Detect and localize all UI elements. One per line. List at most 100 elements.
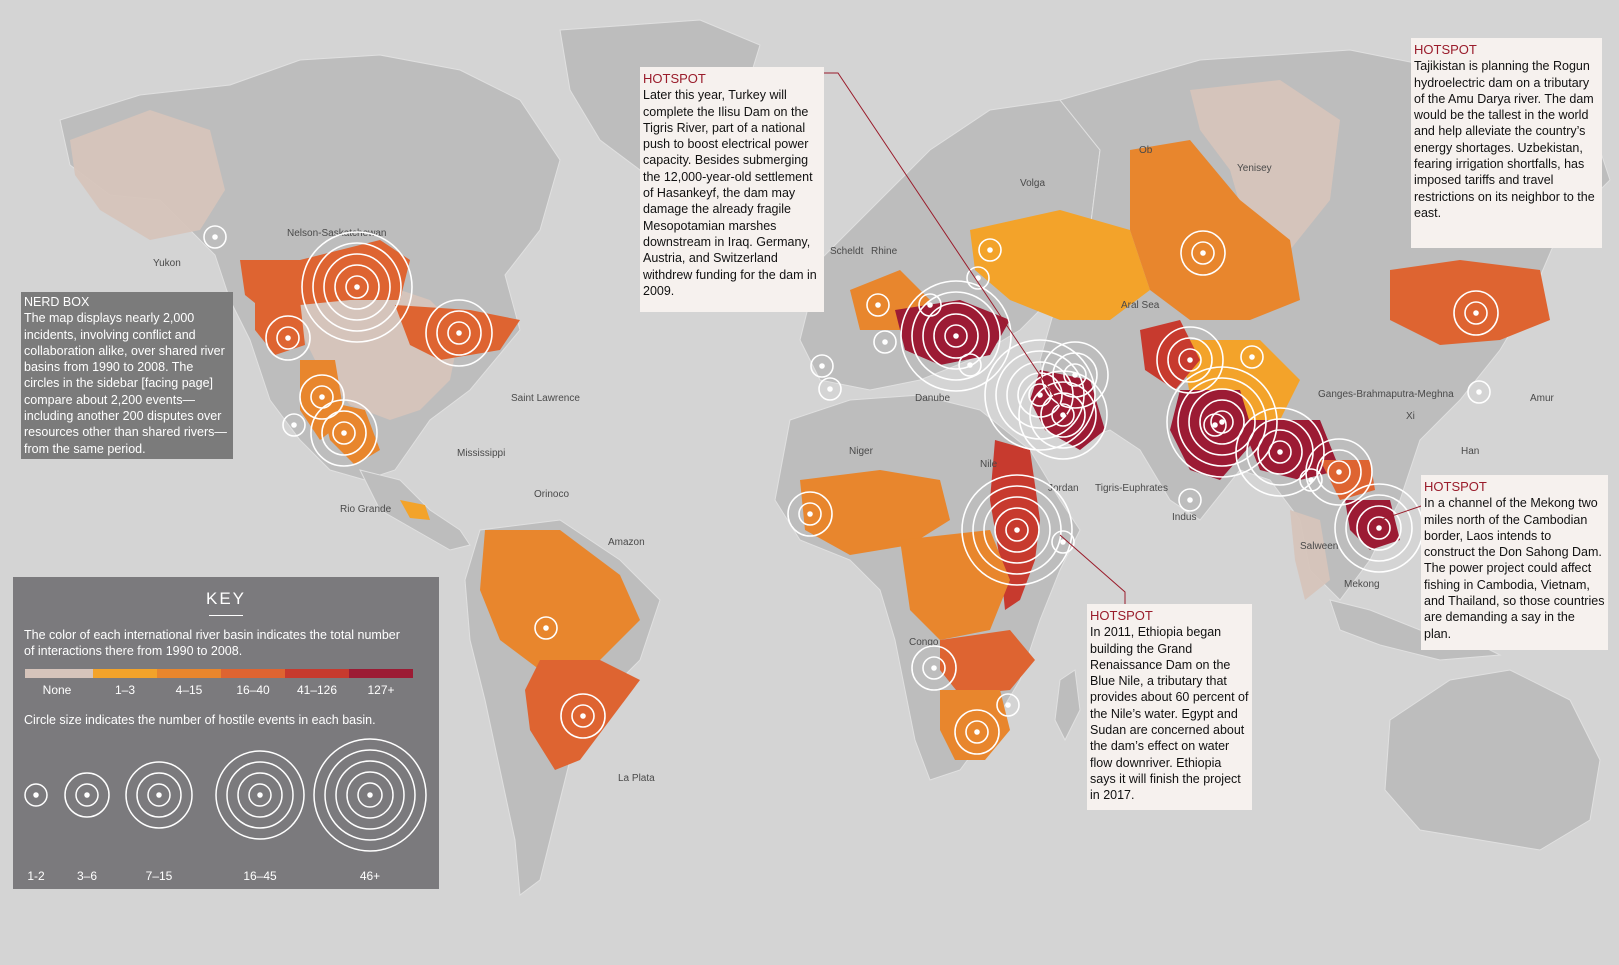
river-label-scheldt: Scheldt [830,246,864,257]
hostile-event-circle [954,709,1000,755]
hotspot-ethiopia: HOTSPOT In 2011, Ethiopia began building… [1087,604,1252,810]
hostile-event-circle [900,280,1012,392]
hotspot-turkey-text: Later this year, Turkey will complete th… [643,88,817,298]
key-bin-label-16-40: 16–40 [236,683,270,697]
basin-amazon [480,530,640,670]
river-label-aral-sea: Aral Sea [1121,300,1160,311]
hotspot-tajikistan-text: Tajikistan is planning the Rogun hydroel… [1414,59,1595,220]
key-bar-none [25,669,93,678]
hotspot-laos-heading: HOTSPOT [1424,479,1487,494]
basin-columbia [255,300,305,355]
hostile-event-circle [310,399,378,467]
key-circle-7-15 [125,761,193,829]
hostile-event-circle [301,231,413,343]
hostile-event-circle [818,377,842,401]
river-label-saint-lawrence: Saint Lawrence [511,393,580,404]
basin-tigris-euphrates [1030,370,1105,450]
hotspot-laos: HOTSPOT In a channel of the Mekong two m… [1421,475,1608,650]
river-label-congo: Congo [909,637,939,648]
hostile-event-circle [1178,488,1202,512]
turkey-connector-line [822,72,1071,421]
hostile-event-circle [425,299,493,367]
key-circle-3-6 [64,772,110,818]
river-label-nile: Nile [980,459,998,470]
hotspot-turkey: HOTSPOT Later this year, Turkey will com… [640,67,824,312]
hostile-event-circle [961,474,1073,586]
key-circle-sizes [24,738,427,852]
river-label-tigris-euphrates: Tigris-Euphrates [1095,483,1168,494]
hotspot-ethiopia-heading: HOTSPOT [1090,608,1153,623]
hostile-event-circle [1305,438,1373,506]
river-label-ganges-brahmaputra-meghna: Ganges-Brahmaputra-Meghna [1318,389,1454,400]
basin-central-america [400,500,430,520]
hostile-event-circle [1203,413,1227,437]
river-label-indus: Indus [1172,512,1196,523]
river-label-rhine: Rhine [871,246,898,257]
river-label-volga: Volga [1020,178,1045,189]
hotspot-tajikistan: HOTSPOT Tajikistan is planning the Rogun… [1411,38,1602,248]
key-bar-16-40 [221,669,285,678]
basin-mekong-none [1290,510,1330,600]
river-label-jordan: Jordan [1048,483,1079,494]
river-label-niger: Niger [849,446,874,457]
hostile-event-circle [873,330,897,354]
basin-zambezi [940,630,1035,695]
key-title-underline [209,615,243,616]
key-bin-label-4-15: 4–15 [175,683,203,697]
river-label-amazon: Amazon [608,537,645,548]
river-label-rio-grande: Rio Grande [340,504,392,515]
basin-rio-grande [320,400,380,465]
key-bin-label-41-126: 41–126 [296,683,338,697]
basin-yenisey [1190,80,1340,250]
hotspot-ethiopia-text: In 2011, Ethiopia began building the Gra… [1090,625,1249,803]
river-label-yenisey: Yenisey [1237,163,1272,174]
key-circle-46-plus [313,738,427,852]
basin-ob [1130,140,1300,320]
hostile-event-circle [1453,290,1499,336]
key-bar-4-15 [157,669,221,678]
river-label-orinoco: Orinoco [534,489,569,500]
river-labels: Yukon Nelson-Saskatchewan Saint Lawrence… [153,145,1555,784]
hostile-event-circle [534,616,558,640]
river-label-yukon: Yukon [153,258,181,269]
hostile-event-circles [203,225,1499,755]
key-circle-label-1-2: 1-2 [27,869,45,883]
basin-niger [800,470,950,555]
australia-land [1384,669,1601,851]
hostile-event-circle [810,354,834,378]
river-label-xi: Xi [1406,411,1415,422]
hotspot-laos-text: In a channel of the Mekong two miles nor… [1424,496,1605,641]
river-label-han: Han [1461,446,1479,457]
hotspot-turkey-heading: HOTSPOT [643,71,706,86]
hostile-event-circle [1240,345,1264,369]
ethiopia-connector-line [1059,534,1126,605]
nerd-box: NERD BOX The map displays nearly 2,000 i… [21,292,233,459]
hostile-event-circle [866,293,890,317]
hostile-event-circle [966,266,990,290]
key-circle-1-2 [24,783,48,807]
river-label-amur: Amur [1530,393,1555,404]
key-bin-label-1-3: 1–3 [114,683,136,697]
key-bin-label-none: None [42,683,72,697]
hostile-event-circle [1051,530,1075,554]
key-circle-16-45 [215,750,305,840]
key-bin-label-127-plus: 127+ [367,683,395,697]
river-label-ob: Ob [1139,145,1153,156]
hostile-event-circle [282,413,306,437]
basin-amur [1390,260,1550,345]
hostile-event-circle [787,491,833,537]
key-circle-label-16-45: 16–45 [243,869,277,883]
river-label-mississippi: Mississippi [457,448,505,459]
key-bar-41-126 [285,669,349,678]
key-title: KEY [205,589,247,608]
basin-yukon [70,110,225,240]
key-circle-label-7-15: 7–15 [145,869,173,883]
hostile-event-circle [1467,380,1491,404]
hostile-event-circle [958,353,982,377]
hostile-event-circle [911,645,957,691]
hostile-event-circle [978,238,1002,262]
key-circle-description: Circle size indicates the number of host… [24,713,376,727]
hostile-event-circle [1299,468,1323,492]
madagascar-land [1054,669,1081,742]
key-circle-label-3-6: 3–6 [76,869,98,883]
